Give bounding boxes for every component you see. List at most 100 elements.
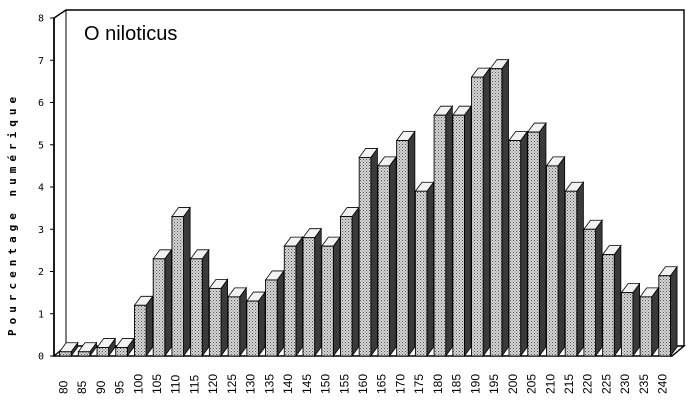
bar-front [508, 140, 522, 357]
bar [227, 286, 248, 358]
y-tick-label: 4 [38, 183, 44, 194]
bar-front [321, 245, 334, 357]
bar [264, 269, 285, 358]
bar [639, 286, 660, 358]
bar [246, 290, 266, 358]
bar-side [145, 295, 154, 358]
bar-side [520, 130, 528, 358]
y-tick-label: 2 [38, 267, 44, 278]
bar [302, 227, 323, 358]
bar-front [246, 300, 259, 357]
bar [189, 248, 210, 358]
bar-side [389, 155, 397, 358]
bar [152, 248, 173, 358]
x-tick-label: 105 [150, 374, 164, 394]
x-tick-label: 205 [525, 374, 539, 394]
y-axis-label: Pourcentage numérique [6, 92, 19, 336]
bar-front [208, 287, 222, 357]
bar [208, 278, 229, 358]
bar [470, 66, 491, 358]
bar [58, 341, 79, 358]
x-tick-label: 180 [431, 374, 445, 394]
bar [320, 235, 341, 358]
x-tick-label: 210 [543, 374, 557, 394]
bar-front [452, 114, 465, 357]
bar [433, 104, 454, 358]
x-tick-label: 135 [262, 374, 276, 394]
bar [283, 235, 304, 358]
bar-side [632, 282, 640, 358]
x-tick-label: 225 [599, 374, 613, 394]
bar [358, 147, 379, 358]
x-tick-label: 220 [581, 374, 595, 394]
bar-front [77, 351, 91, 357]
bar-side [295, 235, 303, 358]
bar-side [538, 121, 547, 358]
x-tick-label: 185 [450, 374, 464, 394]
x-tick-label: 125 [225, 374, 239, 394]
bar-front [115, 347, 128, 357]
bar-side [258, 290, 266, 358]
bar-front [134, 304, 147, 357]
bar-side [576, 181, 584, 358]
x-tick-label: 120 [206, 374, 220, 394]
x-tick-label: 200 [506, 374, 520, 394]
bar-side [332, 235, 341, 358]
bar-front [620, 292, 634, 357]
bar [77, 341, 98, 358]
bar-side [445, 104, 453, 358]
bar [583, 219, 603, 358]
x-tick-label: 100 [131, 374, 145, 394]
bar [96, 337, 117, 358]
x-tick-label: 85 [75, 380, 89, 394]
bar [545, 155, 566, 358]
bar-side [595, 219, 603, 358]
bar [377, 155, 397, 358]
bar [171, 206, 191, 358]
x-tick-label: 195 [487, 374, 501, 394]
x-tick-label: 230 [618, 374, 632, 394]
bar [452, 104, 472, 358]
bar [526, 121, 547, 358]
bar-front [564, 190, 578, 357]
x-tick-label: 170 [393, 374, 407, 394]
x-tick-label: 190 [468, 374, 482, 394]
y-tick-label: 0 [38, 352, 44, 363]
bar-front [489, 68, 503, 357]
bar [414, 181, 435, 358]
bar-side [557, 155, 566, 358]
bar-side [651, 286, 659, 358]
bar [133, 295, 154, 358]
bar-side [351, 206, 360, 358]
x-tick-label: 110 [169, 375, 183, 394]
bar [564, 181, 585, 358]
bar-front [527, 131, 540, 357]
bar-side [220, 278, 228, 358]
bar-side [239, 286, 247, 358]
bar-front [546, 165, 559, 357]
bar-side [164, 248, 172, 358]
bar-front [471, 76, 484, 357]
bar-side [670, 265, 678, 358]
bar-front [358, 156, 372, 357]
bar-front [396, 140, 409, 357]
x-tick-label: 115 [187, 375, 201, 394]
y-tick-label: 1 [38, 309, 44, 320]
y-tick-label: 6 [38, 98, 44, 109]
bar-front [96, 347, 110, 357]
bar-side [613, 244, 622, 358]
bar-side [370, 147, 378, 358]
bar [114, 337, 135, 358]
y-tick-label: 3 [38, 225, 44, 236]
bar-side [464, 104, 472, 358]
bar-side [482, 66, 491, 358]
bar-side [407, 130, 416, 358]
bar-side [426, 181, 434, 358]
x-tick-label: 165 [375, 374, 389, 394]
x-tick-label: 215 [562, 374, 576, 394]
bar-front [377, 165, 390, 357]
chart-title: O niloticus [84, 23, 177, 45]
bar-front [190, 258, 203, 357]
x-tick-label: 140 [281, 374, 295, 394]
